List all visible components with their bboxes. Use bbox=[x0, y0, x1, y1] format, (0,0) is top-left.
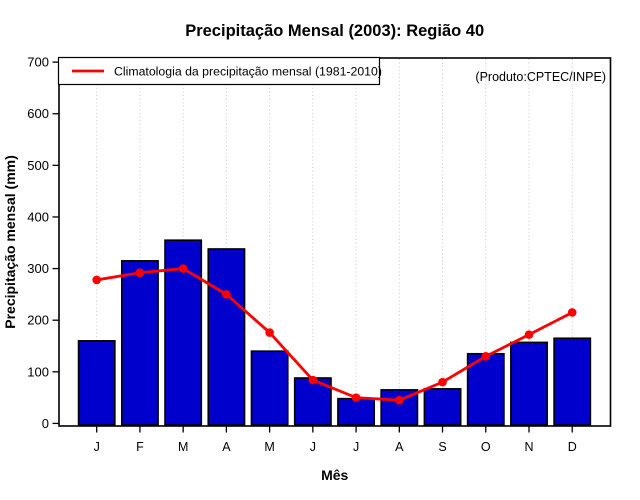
y-axis: 0 100 200 300 400 500 600 700 bbox=[27, 55, 59, 431]
y-tick-label: 200 bbox=[27, 313, 49, 328]
x-axis-label: Mês bbox=[321, 467, 348, 483]
produto-watermark: (Produto:CPTEC/INPE) bbox=[475, 70, 606, 84]
climatology-point bbox=[265, 328, 274, 337]
climatology-point bbox=[92, 275, 101, 285]
x-tick-label: J bbox=[310, 440, 316, 454]
y-tick-label: 100 bbox=[27, 364, 49, 379]
bar-month-J bbox=[77, 340, 116, 426]
y-tick-label: 400 bbox=[27, 209, 49, 224]
bars-2003 bbox=[77, 239, 592, 426]
y-tick-label: 500 bbox=[27, 158, 49, 173]
x-tick-label: F bbox=[136, 440, 144, 454]
climatology-point bbox=[308, 375, 318, 385]
x-tick-label: S bbox=[438, 440, 446, 454]
climatology-point bbox=[395, 395, 404, 405]
y-tick-label: 600 bbox=[27, 106, 49, 121]
x-tick-label: J bbox=[94, 440, 100, 454]
climatology-point bbox=[524, 330, 534, 339]
x-tick-label: J bbox=[353, 440, 359, 454]
climatology-point bbox=[135, 268, 145, 278]
climatology-point bbox=[438, 377, 447, 387]
x-tick-label: D bbox=[568, 440, 577, 454]
climatology-point bbox=[222, 290, 231, 299]
x-tick-label: O bbox=[481, 440, 491, 454]
x-tick-label: M bbox=[264, 440, 274, 454]
climatology-point bbox=[351, 393, 361, 402]
legend-label: Climatologia da precipitação mensal (198… bbox=[114, 65, 382, 79]
y-tick-label: 0 bbox=[42, 416, 49, 431]
climatology-point bbox=[567, 308, 577, 317]
bar-month-J bbox=[337, 397, 376, 426]
x-tick-label: N bbox=[524, 440, 533, 454]
climatology-points bbox=[92, 264, 577, 405]
climatology-point bbox=[178, 264, 188, 273]
y-tick-label: 700 bbox=[27, 55, 49, 70]
bar-month-A bbox=[207, 248, 246, 426]
bar-month-S bbox=[423, 388, 462, 426]
x-tick-label: A bbox=[222, 440, 231, 454]
x-tick-label: A bbox=[395, 440, 404, 454]
bar-month-D bbox=[553, 337, 592, 426]
y-axis-label: Precipitação mensal (mm) bbox=[2, 155, 18, 329]
chart-title: Precipitação Mensal (2003): Região 40 bbox=[185, 22, 484, 40]
bar-month-F bbox=[120, 260, 159, 426]
bar-month-M bbox=[250, 350, 289, 426]
bar-month-N bbox=[510, 341, 548, 426]
climatology-line bbox=[95, 267, 574, 402]
x-tick-label: M bbox=[178, 440, 188, 454]
climatology-point bbox=[481, 352, 491, 361]
y-tick-label: 300 bbox=[27, 261, 49, 276]
legend-box bbox=[57, 56, 381, 86]
bar-month-O bbox=[466, 352, 505, 426]
legend: Climatologia da precipitação mensal (198… bbox=[57, 56, 382, 86]
